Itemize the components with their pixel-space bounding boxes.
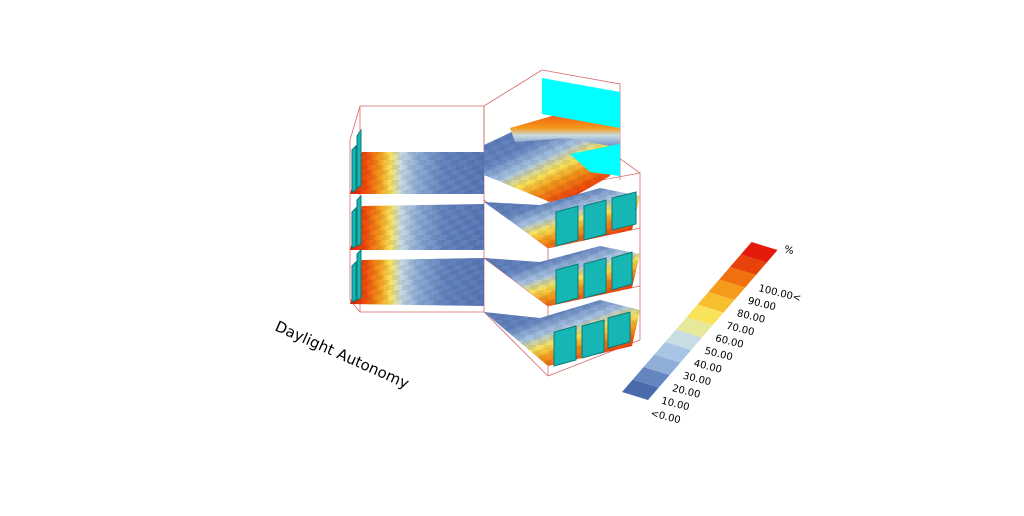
- legend-label: <0.00: [649, 408, 681, 426]
- legend-band: [697, 292, 735, 313]
- legend-band: [719, 267, 756, 288]
- legend-band: [622, 379, 659, 400]
- floor-level-3: [350, 112, 620, 202]
- right-windows: [553, 191, 637, 367]
- legend-band: [676, 317, 713, 338]
- legend-unit: %: [783, 244, 795, 257]
- glazing: [542, 78, 620, 176]
- left-windows: [351, 128, 362, 303]
- legend-band: [686, 304, 724, 325]
- legend-band: [730, 254, 767, 275]
- legend-band: [740, 242, 778, 263]
- legend-band: [708, 279, 746, 300]
- legend-band: [632, 367, 670, 388]
- legend-band: [665, 329, 702, 350]
- chart-title: Daylight Autonomy: [272, 317, 412, 392]
- legend-band: [643, 354, 681, 375]
- legend: <0.0010.0020.0030.0040.0050.0060.0070.00…: [622, 242, 802, 426]
- legend-band: [654, 342, 692, 363]
